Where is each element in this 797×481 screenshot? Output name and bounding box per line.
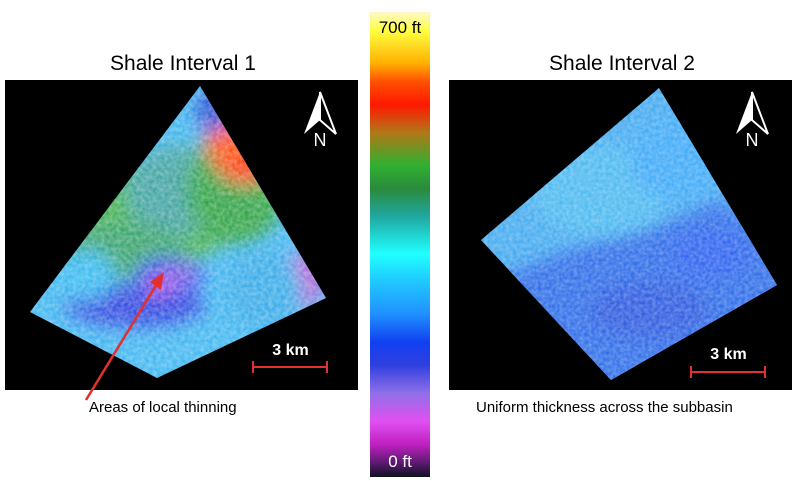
- right-scale-label: 3 km: [710, 346, 747, 363]
- left-panel-title: Shale Interval 1: [110, 52, 256, 75]
- north-arrow-icon: [304, 91, 337, 135]
- right-panel-title: Shale Interval 2: [549, 52, 695, 75]
- right-thickness-map: [481, 88, 777, 380]
- left-map-panel: N 3 km: [5, 80, 358, 390]
- right-scale-bar: [690, 366, 766, 378]
- right-north-arrow: N: [732, 90, 782, 160]
- north-arrow-icon: [736, 91, 769, 135]
- left-caption: Areas of local thinning: [89, 399, 237, 416]
- colorbar-max-label: 700 ft: [378, 18, 422, 37]
- right-map-panel: N 3 km: [449, 80, 792, 390]
- right-caption: Uniform thickness across the subbasin: [476, 399, 733, 416]
- thinning-annotation-arrow: [84, 272, 164, 401]
- left-scale-bar: [252, 361, 328, 373]
- left-thickness-map: [30, 86, 326, 378]
- colorbar-min-label: 0 ft: [388, 452, 412, 471]
- right-north-label: N: [745, 130, 759, 150]
- left-north-arrow: N: [300, 90, 350, 160]
- left-scale-label: 3 km: [272, 342, 309, 359]
- left-north-label: N: [313, 130, 327, 150]
- thickness-colorbar: 700 ft 0 ft: [370, 12, 430, 477]
